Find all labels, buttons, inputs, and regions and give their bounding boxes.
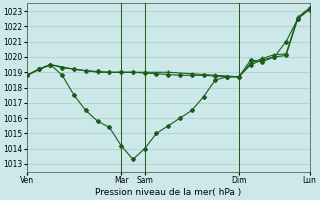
X-axis label: Pression niveau de la mer( hPa ): Pression niveau de la mer( hPa ) [95, 188, 241, 197]
